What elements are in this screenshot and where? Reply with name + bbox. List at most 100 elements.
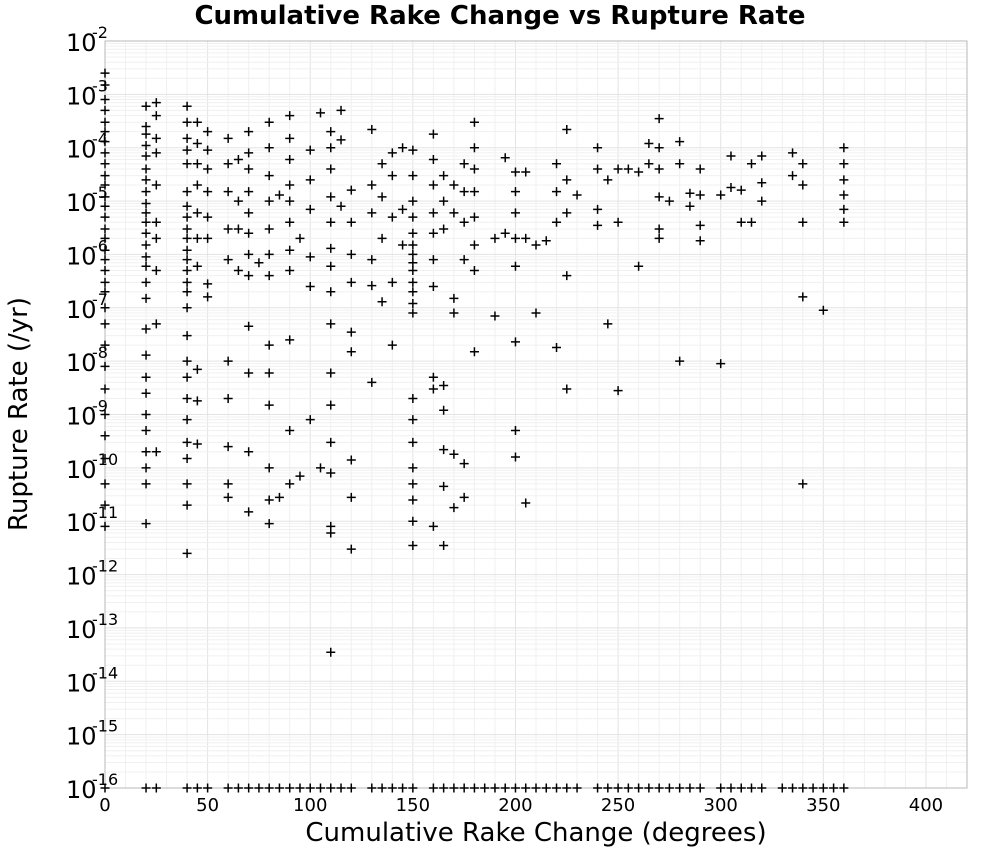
data-point (562, 271, 572, 281)
data-point (182, 145, 192, 155)
y-tick-label: 10-14 (66, 663, 118, 697)
data-point (285, 245, 295, 255)
data-point (326, 437, 336, 447)
data-point (593, 783, 603, 793)
y-tick-base: 10 (66, 136, 97, 164)
data-point (469, 240, 479, 250)
data-point (285, 783, 295, 793)
data-point (203, 292, 213, 302)
x-tick-label: 50 (196, 795, 219, 816)
data-point (182, 303, 192, 313)
y-tick-label: 10-15 (66, 717, 118, 751)
data-point (818, 783, 828, 793)
data-point (839, 204, 849, 214)
x-axis-ticks: 0 50 100 150 200 250 300 350 400 (99, 795, 943, 816)
y-tick-exponent: -9 (92, 397, 108, 416)
data-point (264, 340, 274, 350)
data-point (387, 277, 397, 287)
data-point (377, 783, 387, 793)
data-point (439, 783, 449, 793)
data-point (408, 495, 418, 505)
data-point (675, 137, 685, 147)
data-point (408, 516, 418, 526)
y-tick-exponent: -7 (92, 290, 108, 309)
y-tick-base: 10 (66, 669, 97, 697)
data-point (141, 252, 151, 262)
data-point (695, 783, 705, 793)
data-point (408, 212, 418, 222)
data-point (439, 541, 449, 551)
data-point (326, 528, 336, 538)
data-point (203, 212, 213, 222)
data-point (151, 98, 161, 108)
chart-title: Cumulative Rake Change vs Rupture Rate (194, 1, 805, 31)
data-point (757, 783, 767, 793)
data-point (141, 217, 151, 227)
data-point (285, 196, 295, 206)
data-point (613, 217, 623, 227)
data-point (346, 544, 356, 554)
y-tick-label: 10-5 (66, 183, 108, 217)
data-point (100, 245, 110, 255)
data-point (141, 187, 151, 197)
data-point (408, 240, 418, 250)
data-point (285, 133, 295, 143)
data-point (695, 164, 705, 174)
data-point (408, 287, 418, 297)
data-point (244, 187, 254, 197)
data-point (182, 500, 192, 510)
y-tick-base: 10 (66, 189, 97, 217)
data-point (716, 190, 726, 200)
data-point (449, 180, 459, 190)
data-point (326, 217, 336, 227)
data-point (459, 492, 469, 502)
data-point (408, 249, 418, 259)
data-point (182, 224, 192, 234)
data-point (326, 243, 336, 253)
data-point (295, 471, 305, 481)
data-point (798, 292, 808, 302)
data-point (644, 138, 654, 148)
data-point (500, 783, 510, 793)
data-point (141, 199, 151, 209)
data-point (521, 783, 531, 793)
data-point (521, 233, 531, 243)
data-point (510, 452, 520, 462)
data-point (305, 175, 315, 185)
data-point (798, 180, 808, 190)
data-point (141, 101, 151, 111)
data-point (654, 192, 664, 202)
data-point (264, 143, 274, 153)
data-point (829, 783, 839, 793)
data-point (336, 135, 346, 145)
data-point (428, 372, 438, 382)
data-point (100, 137, 110, 147)
data-point (141, 479, 151, 489)
data-point (305, 252, 315, 262)
data-point (141, 463, 151, 473)
data-point (100, 500, 110, 510)
y-tick-label: 10-7 (66, 290, 108, 324)
data-point (326, 400, 336, 410)
data-point (798, 217, 808, 227)
data-point (408, 299, 418, 309)
data-point (264, 271, 274, 281)
data-point (839, 217, 849, 227)
data-point (469, 187, 479, 197)
data-point (264, 196, 274, 206)
y-tick-base: 10 (66, 563, 97, 591)
data-point (182, 415, 192, 425)
y-tick-label: 10-16 (66, 770, 118, 804)
data-point (100, 521, 110, 531)
data-point (326, 468, 336, 478)
data-point (367, 377, 377, 387)
data-point (449, 208, 459, 218)
data-point (244, 228, 254, 238)
data-point (531, 240, 541, 250)
data-point (510, 233, 520, 243)
data-point (151, 111, 161, 121)
data-point (203, 127, 213, 137)
data-point (141, 175, 151, 185)
data-point (326, 192, 336, 202)
data-point (459, 255, 469, 265)
